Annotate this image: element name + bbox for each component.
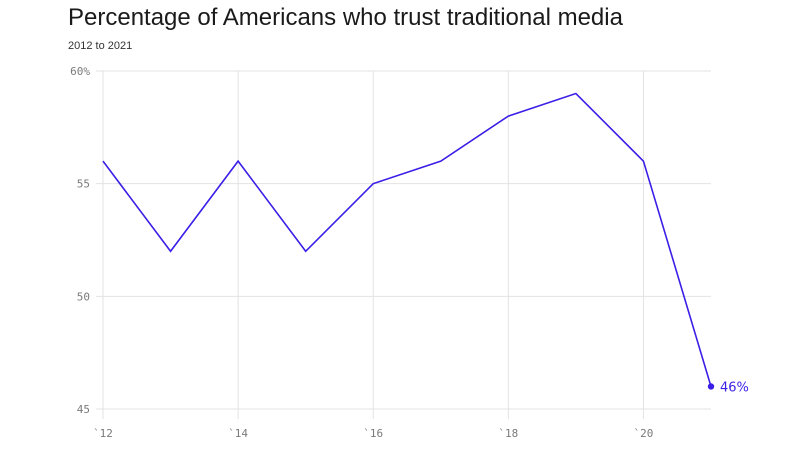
- y-tick-label: 55: [77, 178, 90, 191]
- series-line: [102, 92, 712, 387]
- x-tick-label: `20: [634, 427, 654, 440]
- series-group: 46%: [102, 92, 749, 395]
- x-tick-label: `14: [228, 427, 248, 440]
- x-tick-label: `18: [498, 427, 518, 440]
- chart-title: Percentage of Americans who trust tradit…: [68, 4, 623, 31]
- x-tick-label: `12: [93, 427, 113, 440]
- y-tick-label: 60%: [70, 65, 90, 78]
- x-gridlines: [102, 71, 644, 419]
- y-tick-label: 50: [77, 290, 90, 303]
- x-axis-tick-labels: `12 `14 `16 `18 `20: [93, 427, 653, 440]
- y-tick-label: 45: [77, 403, 90, 416]
- y-axis-tick-labels: 60% 55 50 45: [70, 65, 90, 416]
- end-point-marker: [707, 383, 715, 390]
- y-gridlines: [96, 70, 711, 410]
- end-value-label: 46%: [720, 380, 749, 395]
- x-tick-label: `16: [363, 427, 383, 440]
- chart-subtitle: 2012 to 2021: [68, 40, 133, 52]
